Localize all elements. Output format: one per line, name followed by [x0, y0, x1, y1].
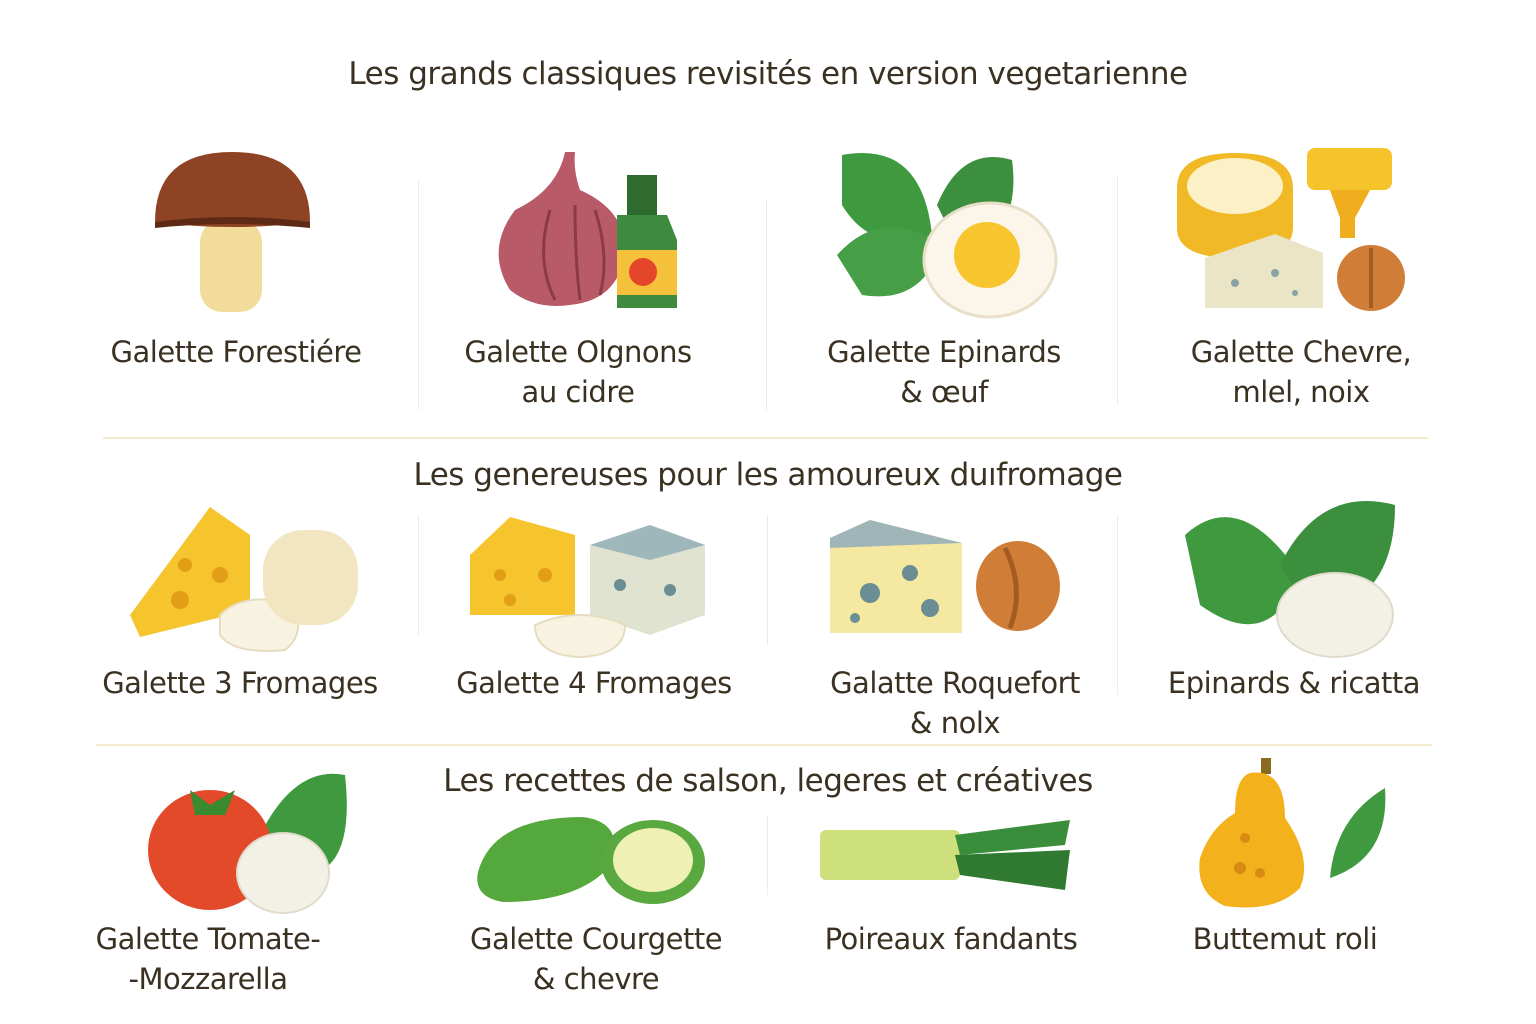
roquefort-walnut-icon — [830, 520, 1060, 633]
divider — [766, 200, 767, 410]
section-title-cheese: Les genereuses pour les amoureux duıfrom… — [413, 457, 1123, 493]
divider — [1117, 515, 1118, 695]
four-cheese-icon — [470, 517, 705, 659]
three-cheese-icon — [130, 507, 358, 652]
divider — [96, 744, 1432, 746]
spinach-egg-icon — [837, 152, 1058, 319]
divider — [767, 815, 768, 895]
menu-item-galette-tomate-mozzarella: Galette Tomate- -Mozzarella — [95, 922, 321, 996]
menu-item-poireaux-fondants: Poireaux fandants — [824, 922, 1078, 956]
divider — [767, 515, 768, 645]
menu-item-galette-chevre-miel-noix: Galette Chevre, mlel, noix — [1190, 335, 1412, 409]
menu-item-galette-3-fromages: Galette 3 Fromages — [102, 666, 378, 700]
divider — [418, 180, 419, 410]
divider — [103, 437, 1428, 439]
menu-item-galette-oignons-cidre: Galette Olgnons au cidre — [464, 335, 692, 409]
divider — [1117, 175, 1118, 405]
menu-item-galette-epinards-oeuf: Galette Epinards & œuf — [827, 335, 1061, 409]
leek-icon — [820, 820, 1070, 890]
menu-item-galette-courgette-chevre: Galette Courgette & chevre — [469, 922, 723, 996]
menu-item-galette-roquefort-noix: Galatte Roquefort & nolx — [830, 666, 1080, 740]
section-title-classics: Les grands classiques revisités en versi… — [348, 56, 1188, 92]
goat-cheese-honey-walnut-icon — [1177, 148, 1405, 311]
zucchini-icon — [477, 817, 705, 904]
spinach-ricotta-icon — [1185, 501, 1395, 658]
menu-item-epinards-ricotta: Epinards & ricatta — [1167, 666, 1421, 700]
section-title-seasonal: Les recettes de salson, legeres et créat… — [443, 763, 1093, 799]
butternut-icon — [1199, 758, 1386, 908]
divider — [418, 515, 419, 635]
mushroom-icon — [155, 152, 310, 312]
menu-item-galette-4-fromages: Galette 4 Fromages — [456, 666, 732, 700]
menu-item-galette-forestiere: Galette Forestiére — [110, 335, 362, 369]
menu-item-butternut: Buttemut roli — [1192, 922, 1378, 956]
onion-cider-icon — [498, 152, 677, 308]
tomato-mozzarella-icon — [148, 773, 347, 914]
